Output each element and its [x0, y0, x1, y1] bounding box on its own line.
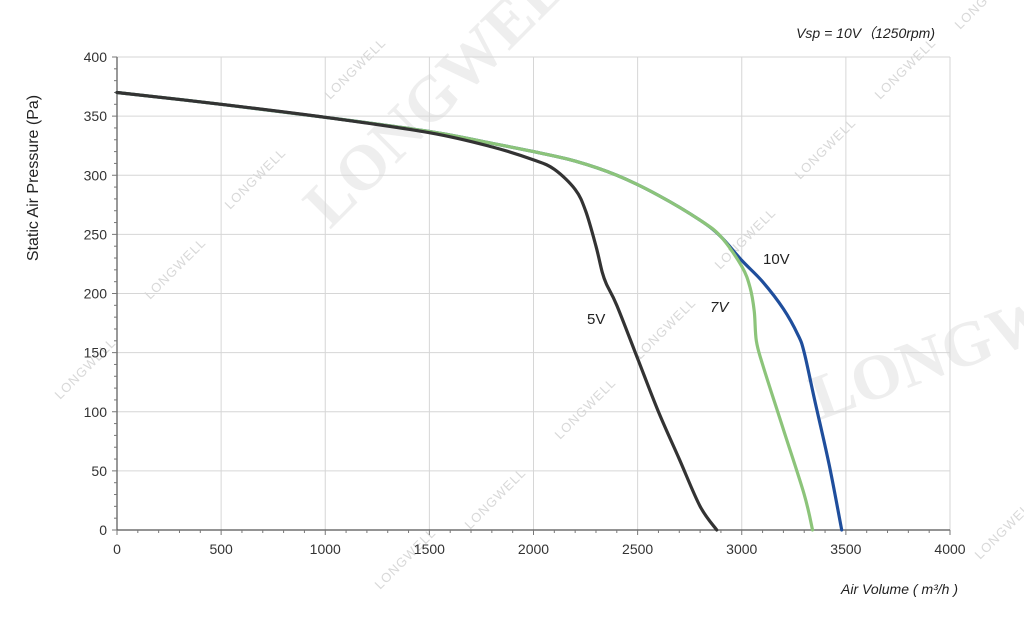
y-tick-labels: 0 50 100 150 200 250 300 350 400 — [84, 49, 108, 538]
watermark-logo-text: LONGWELL — [801, 236, 1024, 433]
series-lines — [115, 90, 844, 532]
watermark-text: LONGWELL — [952, 0, 1019, 32]
x-tick-label: 2500 — [622, 541, 653, 557]
watermark-text: LONGWELL — [462, 465, 529, 532]
x-tick-label: 3500 — [830, 541, 861, 557]
watermark-text: LONGWELL — [372, 525, 439, 592]
series-line-10v — [115, 90, 844, 532]
watermark-layer: LONGWELLLONGWELLLONGWELLLONGWELLLONGWELL… — [52, 0, 1024, 592]
watermark-text: LONGWELL — [872, 35, 939, 102]
x-tick-label: 0 — [113, 541, 121, 557]
series-labels: 10V 7V 5V — [587, 251, 790, 328]
x-tick-label: 1000 — [310, 541, 341, 557]
series-label-10v: 10V — [763, 251, 790, 268]
watermark-text: LONGWELL — [322, 35, 389, 102]
axes — [112, 56, 951, 535]
x-tick-label: 1500 — [414, 541, 445, 557]
y-tick-label: 200 — [84, 286, 108, 302]
x-tick-labels: 0 500 1000 1500 2000 2500 3000 3500 4000 — [113, 541, 966, 557]
x-tick-label: 2000 — [518, 541, 549, 557]
y-tick-label: 250 — [84, 226, 108, 242]
grid — [116, 56, 951, 531]
y-tick-label: 300 — [84, 167, 108, 183]
y-axis-title: Static Air Pressure (Pa) — [25, 95, 42, 261]
y-tick-label: 150 — [84, 345, 108, 361]
x-tick-label: 3000 — [726, 541, 757, 557]
watermark-text: LONGWELL — [632, 295, 699, 362]
y-tick-label: 50 — [91, 463, 107, 479]
watermark-text: LONGWELL — [552, 375, 619, 442]
y-tick-label: 350 — [84, 108, 108, 124]
series-label-5v: 5V — [587, 311, 605, 328]
watermark-text: LONGWELL — [972, 495, 1024, 562]
x-tick-label: 500 — [209, 541, 233, 557]
y-tick-label: 100 — [84, 404, 108, 420]
x-axis-title: Air Volume ( m³/h ) — [840, 581, 958, 597]
annotation: Vsp = 10V（1250rpm) — [796, 25, 935, 41]
x-tick-label: 4000 — [934, 541, 965, 557]
y-tick-label: 400 — [84, 49, 108, 65]
y-tick-label: 0 — [99, 522, 107, 538]
series-line-5v — [115, 90, 719, 532]
series-label-7v: 7V — [710, 299, 730, 316]
watermark-text: LONGWELL — [142, 235, 209, 302]
watermark-text: LONGWELL — [792, 115, 859, 182]
watermark-text: LONGWELL — [222, 145, 289, 212]
